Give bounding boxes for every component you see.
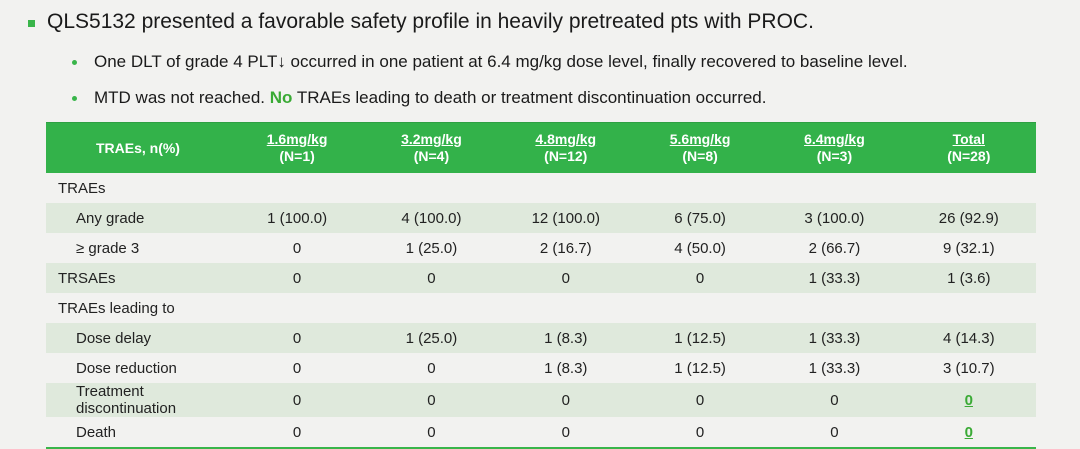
row-label: Any grade: [46, 203, 230, 233]
main-bullet-text: QLS5132 presented a favorable safety pro…: [47, 10, 814, 33]
table-cell: [632, 173, 768, 203]
table-row: Dose reduction 0 0 1 (8.3) 1 (12.5) 1 (33.3) 3…: [46, 353, 1036, 383]
table-body: TRAEs Any grade 1 (100.0) 4 (100.0) 12 (100.…: [46, 173, 1036, 449]
table-cell: 3 (10.7): [901, 353, 1036, 383]
table-row: Dose delay 0 1 (25.0) 1 (8.3) 1 (12.5) 1 (33.…: [46, 323, 1036, 353]
table-cell: 0: [901, 383, 1036, 417]
table-cell: 0: [229, 323, 365, 353]
table-cell: 4 (14.3): [901, 323, 1036, 353]
row-label: Dose reduction: [46, 353, 230, 383]
table-cell: [632, 293, 768, 323]
table-cell: 1 (33.3): [767, 263, 902, 293]
table-row: Death 0 0 0 0 0 0: [46, 417, 1036, 449]
table-row: TRAEs: [46, 173, 1036, 203]
table-cell: 0: [632, 263, 768, 293]
table-cell: 0: [229, 233, 365, 263]
table-cell: 1 (8.3): [498, 353, 633, 383]
header-col-5: 6.4mg/kg (N=3): [767, 122, 902, 173]
table-cell: 0: [364, 263, 499, 293]
table-cell: 1 (12.5): [632, 323, 768, 353]
table-row: Treatment discontinuation 0 0 0 0 0 0: [46, 383, 1036, 417]
table-cell: 3 (100.0): [767, 203, 902, 233]
sub-bullet-dlt-text: One DLT of grade 4 PLT↓ occurred in one …: [94, 52, 908, 71]
dot-bullet-icon: [72, 59, 77, 65]
table-header-row: TRAEs, n(%) 1.6mg/kg (N=1) 3.2mg/kg (N=4) …: [46, 122, 1036, 173]
mtd-highlight: No: [269, 88, 293, 107]
table-cell: 1 (25.0): [364, 233, 499, 263]
table-cell: 0: [229, 417, 365, 449]
table-cell: 0: [364, 353, 499, 383]
table-cell: [901, 293, 1036, 323]
table-cell: [901, 173, 1036, 203]
row-label: TRSAEs: [46, 263, 230, 293]
sub-bullet-mtd: MTD was not reached. No TRAEs leading to…: [72, 88, 767, 108]
table-cell: [498, 173, 633, 203]
traes-table: TRAEs, n(%) 1.6mg/kg (N=1) 3.2mg/kg (N=4) …: [46, 122, 1036, 449]
header-col-2: 3.2mg/kg (N=4): [364, 122, 499, 173]
table-cell: [229, 293, 365, 323]
table-cell: [498, 293, 633, 323]
table-cell: 4 (50.0): [632, 233, 768, 263]
table-cell: 0: [498, 263, 633, 293]
table-cell: 1 (25.0): [364, 323, 499, 353]
table-cell: 9 (32.1): [901, 233, 1036, 263]
table-cell: 2 (16.7): [498, 233, 633, 263]
table-cell: 0: [229, 383, 365, 417]
table-cell: 0: [632, 417, 768, 449]
row-label: TRAEs: [46, 173, 230, 203]
table-cell: 1 (33.3): [767, 353, 902, 383]
highlighted-zero: 0: [964, 391, 973, 409]
table-cell: 2 (66.7): [767, 233, 902, 263]
mtd-prefix: MTD was not reached.: [94, 88, 270, 107]
table-cell: 0: [901, 417, 1036, 449]
row-label: TRAEs leading to: [46, 293, 230, 323]
table-cell: 1 (100.0): [229, 203, 365, 233]
table-cell: 12 (100.0): [498, 203, 633, 233]
table-cell: 0: [364, 417, 499, 449]
table-cell: 1 (33.3): [767, 323, 902, 353]
table-cell: 0: [498, 417, 633, 449]
mtd-suffix: TRAEs leading to death or treatment disc…: [292, 88, 767, 107]
table-cell: 0: [229, 263, 365, 293]
table-cell: [364, 173, 499, 203]
table-cell: [364, 293, 499, 323]
header-label: TRAEs, n(%): [46, 122, 230, 173]
table-cell: 0: [632, 383, 768, 417]
header-col-1: 1.6mg/kg (N=1): [229, 122, 365, 173]
row-label: Dose delay: [46, 323, 230, 353]
square-bullet-icon: [28, 19, 35, 27]
sub-bullet-mtd-text: MTD was not reached. No TRAEs leading to…: [94, 88, 767, 108]
table-row: TRAEs leading to: [46, 293, 1036, 323]
header-col-3: 4.8mg/kg (N=12): [498, 122, 633, 173]
table-cell: 1 (8.3): [498, 323, 633, 353]
dot-bullet-icon: [72, 95, 77, 101]
row-label: ≥ grade 3: [46, 233, 230, 263]
table-cell: 0: [229, 353, 365, 383]
table-cell: 1 (3.6): [901, 263, 1036, 293]
header-col-6: Total (N=28): [901, 122, 1036, 173]
table-cell: 1 (12.5): [632, 353, 768, 383]
table-cell: 26 (92.9): [901, 203, 1036, 233]
table-cell: [767, 293, 902, 323]
table-cell: [229, 173, 365, 203]
sub-bullet-dlt: One DLT of grade 4 PLT↓ occurred in one …: [72, 52, 908, 72]
row-label: Treatment discontinuation: [46, 383, 230, 417]
table-cell: 0: [767, 383, 902, 417]
table-cell: 0: [767, 417, 902, 449]
highlighted-zero: 0: [964, 423, 973, 441]
table-cell: 0: [498, 383, 633, 417]
table-cell: 4 (100.0): [364, 203, 499, 233]
table-cell: 0: [364, 383, 499, 417]
table-row: TRSAEs 0 0 0 0 1 (33.3) 1 (3.6): [46, 263, 1036, 293]
header-col-4: 5.6mg/kg (N=8): [632, 122, 768, 173]
main-bullet: QLS5132 presented a favorable safety pro…: [28, 10, 814, 34]
table-cell: [767, 173, 902, 203]
row-label: Death: [46, 417, 230, 449]
table-row: Any grade 1 (100.0) 4 (100.0) 12 (100.0) 6 (…: [46, 203, 1036, 233]
table-cell: 6 (75.0): [632, 203, 768, 233]
